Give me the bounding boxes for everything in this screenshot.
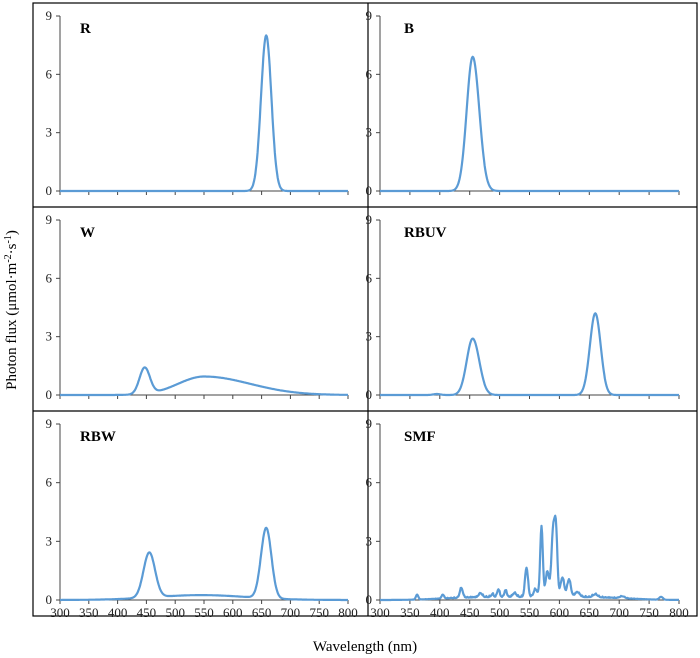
x-tick-label: 700 bbox=[609, 605, 629, 620]
x-tick-label: 650 bbox=[580, 605, 600, 620]
y-tick-label: 3 bbox=[366, 125, 373, 140]
spectrum-line bbox=[379, 312, 680, 397]
panel-smf: 0 3 6 9 300 350 400 450 500 550 600 650 700 750 800 SMF bbox=[366, 416, 689, 620]
y-tick-label: 6 bbox=[46, 475, 53, 490]
x-axis-title: Wavelength (nm) bbox=[313, 639, 417, 655]
y-tick-label: 3 bbox=[46, 329, 53, 344]
y-axis-title-superscript: -2 bbox=[3, 254, 14, 262]
x-tick-label: 400 bbox=[108, 605, 128, 620]
x-tick-label: 600 bbox=[223, 605, 243, 620]
x-tick-label: 450 bbox=[137, 605, 157, 620]
y-tick-label: 0 bbox=[366, 183, 373, 198]
x-tick-label: 350 bbox=[400, 605, 420, 620]
x-tick-label: 500 bbox=[490, 605, 510, 620]
x-tick-label: 450 bbox=[460, 605, 480, 620]
panel-label: B bbox=[404, 21, 414, 37]
y-axis-title-part: Photon flux (μmol·m bbox=[4, 262, 20, 390]
y-axis-title-part: ·s bbox=[4, 243, 20, 254]
y-tick-label: 3 bbox=[366, 533, 373, 548]
x-tick-label: 700 bbox=[281, 605, 301, 620]
x-tick-label: 550 bbox=[194, 605, 214, 620]
y-tick-label: 0 bbox=[46, 592, 53, 607]
y-axis-title: Photon flux (μmol·m-2·s-1) bbox=[3, 230, 21, 390]
spectrum-line bbox=[59, 366, 349, 397]
panel-label: RBUV bbox=[404, 225, 447, 241]
y-tick-label: 6 bbox=[366, 475, 373, 490]
y-axis-title-part: ) bbox=[4, 230, 20, 235]
y-tick-label: 3 bbox=[366, 329, 373, 344]
y-tick-label: 3 bbox=[46, 533, 53, 548]
panel-rbw: 0 3 6 9 300 350 400 450 500 550 600 650 700 750 800 RBW bbox=[46, 416, 358, 620]
panel-label: R bbox=[80, 21, 91, 37]
x-tick-label: 600 bbox=[550, 605, 570, 620]
y-tick-label: 9 bbox=[366, 416, 373, 431]
y-tick-label: 6 bbox=[46, 66, 53, 81]
y-tick-label: 3 bbox=[46, 125, 53, 140]
y-tick-label: 9 bbox=[46, 8, 53, 23]
x-tick-label: 400 bbox=[430, 605, 450, 620]
x-tick-label: 800 bbox=[669, 605, 689, 620]
panel-label: SMF bbox=[404, 429, 436, 445]
y-tick-label: 6 bbox=[46, 270, 53, 285]
x-tick-label: 300 bbox=[370, 605, 390, 620]
panel-r: 0 3 6 9 R bbox=[46, 8, 349, 198]
y-tick-label: 9 bbox=[366, 8, 373, 23]
y-tick-label: 0 bbox=[46, 387, 53, 402]
y-axis-title-superscript: -1 bbox=[3, 235, 14, 243]
x-tick-label: 650 bbox=[252, 605, 272, 620]
panel-rbuv: 0 3 6 9 RBUV bbox=[366, 212, 680, 402]
y-tick-label: 0 bbox=[366, 592, 373, 607]
y-tick-label: 9 bbox=[46, 212, 53, 227]
panel-label: W bbox=[80, 225, 95, 241]
x-tick-label: 550 bbox=[520, 605, 540, 620]
x-tick-label: 750 bbox=[309, 605, 329, 620]
y-tick-label: 0 bbox=[46, 183, 53, 198]
y-tick-label: 6 bbox=[366, 270, 373, 285]
x-tick-label: 800 bbox=[338, 605, 358, 620]
x-tick-label: 350 bbox=[79, 605, 99, 620]
spectrum-line bbox=[379, 55, 680, 193]
figure-frame bbox=[32, 2, 698, 617]
panel-label: RBW bbox=[80, 429, 116, 445]
y-tick-label: 6 bbox=[366, 66, 373, 81]
x-tick-label: 500 bbox=[165, 605, 185, 620]
y-tick-label: 9 bbox=[366, 212, 373, 227]
y-tick-label: 9 bbox=[46, 416, 53, 431]
y-tick-label: 0 bbox=[366, 387, 373, 402]
panel-w: 0 3 6 9 W bbox=[46, 212, 349, 402]
x-tick-label: 300 bbox=[50, 605, 70, 620]
spectrum-line bbox=[59, 34, 349, 193]
spectrum-line bbox=[59, 526, 349, 602]
x-tick-label: 750 bbox=[639, 605, 659, 620]
panel-b: 0 3 6 9 B bbox=[366, 8, 680, 198]
spectrum-line bbox=[379, 514, 680, 602]
